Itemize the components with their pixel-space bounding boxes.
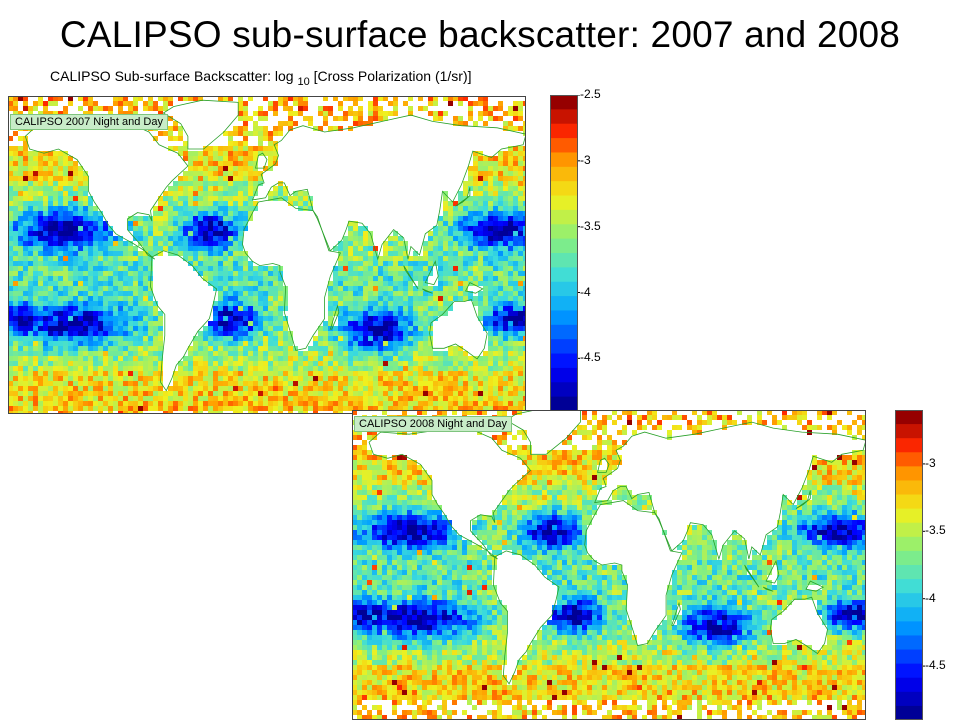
colorbar-swatch bbox=[550, 109, 578, 124]
slide-title: CALIPSO sub-surface backscatter: 2007 an… bbox=[0, 14, 960, 56]
colorbar-tick-label: -4.5 bbox=[580, 350, 601, 364]
colorbar-tick-label: -3 bbox=[925, 456, 936, 470]
figure-title-prefix: CALIPSO Sub-surface Backscatter: log bbox=[50, 68, 297, 84]
colorbar-swatch bbox=[550, 124, 578, 139]
colorbar-tick-label: -4 bbox=[925, 591, 936, 605]
colorbar-swatch bbox=[895, 565, 923, 580]
colorbar-swatch bbox=[895, 537, 923, 552]
colorbar-swatch bbox=[895, 509, 923, 524]
colorbar-swatch bbox=[550, 282, 578, 297]
colorbar-2007: -2.5-3-3.5-4-4.5 bbox=[550, 95, 630, 411]
colorbar-swatch bbox=[895, 664, 923, 679]
colorbar-tick-label: -3.5 bbox=[580, 219, 601, 233]
colorbar-swatch bbox=[550, 354, 578, 369]
colorbar-swatch bbox=[550, 152, 578, 167]
figure-title-subscript: 10 bbox=[297, 76, 309, 88]
colorbar-swatch bbox=[550, 310, 578, 325]
map-2007-svg bbox=[8, 96, 526, 414]
colorbar-swatch bbox=[550, 210, 578, 225]
colorbar-tick-label: -4.5 bbox=[925, 658, 946, 672]
colorbar-swatch bbox=[895, 678, 923, 693]
colorbar-tick-label: -3 bbox=[580, 153, 591, 167]
colorbar-swatch bbox=[895, 579, 923, 594]
colorbar-swatch bbox=[550, 196, 578, 211]
colorbar-tick-label: -4 bbox=[580, 285, 591, 299]
colorbar-swatch bbox=[895, 635, 923, 650]
colorbar-swatch bbox=[895, 480, 923, 495]
colorbar-swatch bbox=[895, 692, 923, 707]
colorbar-tick-label: -3.5 bbox=[925, 523, 946, 537]
colorbar-swatch bbox=[895, 438, 923, 453]
heatmap-cells bbox=[352, 410, 866, 720]
colorbar-swatch bbox=[895, 424, 923, 439]
colorbar-swatch bbox=[895, 706, 923, 720]
colorbar-swatch bbox=[550, 167, 578, 182]
map-2008-label: CALIPSO 2008 Night and Day bbox=[354, 416, 512, 432]
colorbar-swatch bbox=[895, 621, 923, 636]
colorbar-swatch bbox=[550, 239, 578, 254]
colorbar-swatch bbox=[895, 410, 923, 425]
colorbar-swatch bbox=[550, 296, 578, 311]
map-2008: CALIPSO 2008 Night and Day bbox=[352, 410, 866, 720]
map-2008-svg bbox=[352, 410, 866, 720]
colorbar-swatch bbox=[550, 181, 578, 196]
colorbar-swatch bbox=[895, 452, 923, 467]
map-2007: CALIPSO 2007 Night and Day bbox=[8, 96, 526, 414]
colorbar-2007-svg bbox=[550, 95, 580, 411]
colorbar-swatch bbox=[895, 593, 923, 608]
colorbar-swatch bbox=[550, 224, 578, 239]
colorbar-swatch bbox=[550, 397, 578, 411]
figure-title: CALIPSO Sub-surface Backscatter: log 10 … bbox=[50, 68, 472, 88]
colorbar-swatch bbox=[895, 551, 923, 566]
colorbar-swatch bbox=[550, 267, 578, 282]
colorbar-swatch bbox=[550, 253, 578, 268]
map-2007-label: CALIPSO 2007 Night and Day bbox=[10, 114, 168, 130]
colorbar-swatch bbox=[550, 339, 578, 354]
figure-title-suffix: [Cross Polarization (1/sr)] bbox=[310, 68, 472, 84]
colorbar-swatch bbox=[550, 325, 578, 340]
colorbar-swatch bbox=[895, 495, 923, 510]
colorbar-swatch bbox=[895, 466, 923, 481]
colorbar-swatch bbox=[550, 382, 578, 397]
heatmap-cells bbox=[8, 96, 526, 414]
colorbar-2008: -3 -3.5 -4 -4.5 bbox=[895, 410, 957, 720]
colorbar-swatch bbox=[895, 607, 923, 622]
colorbar-swatch bbox=[895, 523, 923, 538]
colorbar-swatch bbox=[550, 95, 578, 110]
colorbar-swatch bbox=[550, 138, 578, 153]
colorbar-swatch bbox=[895, 650, 923, 665]
colorbar-2008-svg bbox=[895, 410, 925, 720]
colorbar-swatch bbox=[550, 368, 578, 383]
colorbar-tick-label: -2.5 bbox=[580, 87, 601, 101]
